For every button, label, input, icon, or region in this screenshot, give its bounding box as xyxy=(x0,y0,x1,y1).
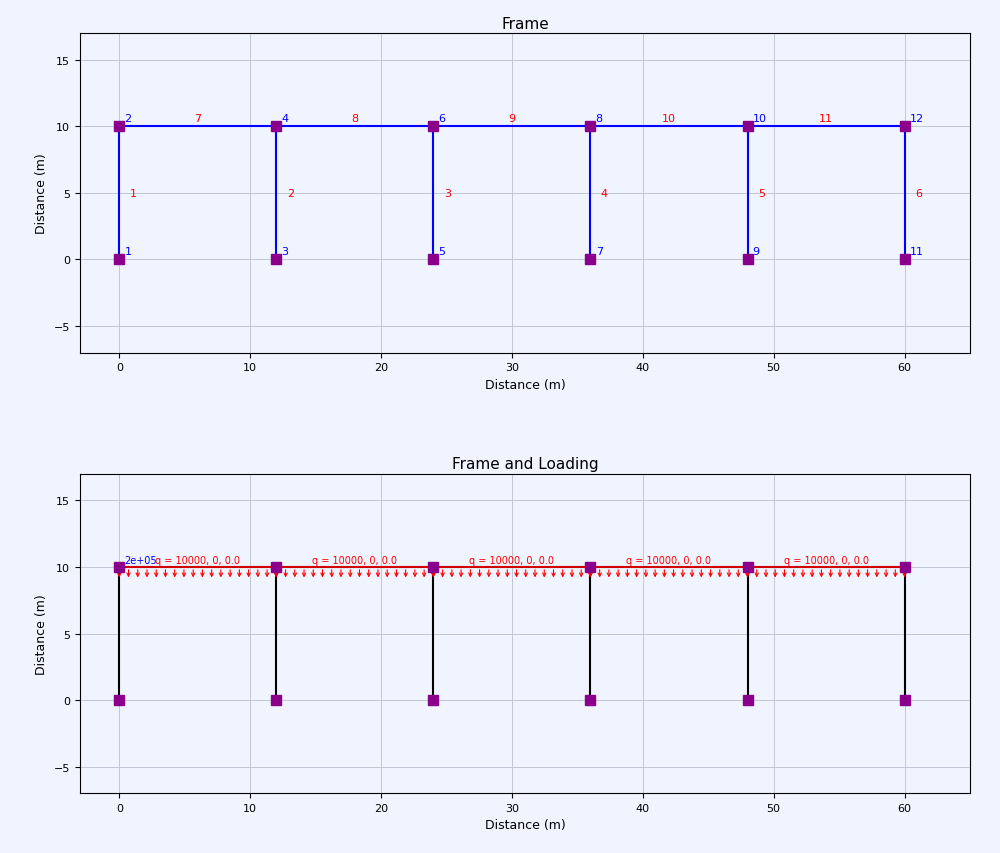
Text: 2: 2 xyxy=(124,113,132,124)
Text: 6: 6 xyxy=(915,189,922,199)
Text: q = 10000, 0, 0.0: q = 10000, 0, 0.0 xyxy=(312,555,397,566)
Text: 1: 1 xyxy=(130,189,137,199)
Text: 2: 2 xyxy=(287,189,294,199)
Text: 8: 8 xyxy=(351,113,358,124)
X-axis label: Distance (m): Distance (m) xyxy=(485,379,565,392)
Text: q = 10000, 0, 0.0: q = 10000, 0, 0.0 xyxy=(784,555,869,566)
Text: q = 10000, 0, 0.0: q = 10000, 0, 0.0 xyxy=(626,555,711,566)
Text: 7: 7 xyxy=(596,247,603,257)
Text: 2e+05: 2e+05 xyxy=(124,555,157,566)
Text: 5: 5 xyxy=(758,189,765,199)
Text: 3: 3 xyxy=(444,189,451,199)
X-axis label: Distance (m): Distance (m) xyxy=(485,819,565,832)
Text: 9: 9 xyxy=(508,113,515,124)
Title: Frame: Frame xyxy=(501,16,549,32)
Text: 12: 12 xyxy=(910,113,924,124)
Y-axis label: Distance (m): Distance (m) xyxy=(35,594,48,674)
Text: 5: 5 xyxy=(439,247,446,257)
Text: q = 10000, 0, 0.0: q = 10000, 0, 0.0 xyxy=(469,555,554,566)
Text: 4: 4 xyxy=(601,189,608,199)
Text: 3: 3 xyxy=(282,247,289,257)
Text: q = 10000, 0, 0.0: q = 10000, 0, 0.0 xyxy=(155,555,240,566)
Text: 8: 8 xyxy=(596,113,603,124)
Title: Frame and Loading: Frame and Loading xyxy=(452,456,598,472)
Y-axis label: Distance (m): Distance (m) xyxy=(35,154,48,234)
Text: 11: 11 xyxy=(819,113,833,124)
Text: 11: 11 xyxy=(910,247,924,257)
Text: 9: 9 xyxy=(753,247,760,257)
Text: 10: 10 xyxy=(662,113,676,124)
Text: 4: 4 xyxy=(282,113,289,124)
Text: 10: 10 xyxy=(753,113,767,124)
Text: 6: 6 xyxy=(439,113,446,124)
Text: 7: 7 xyxy=(194,113,201,124)
Text: 1: 1 xyxy=(124,247,132,257)
